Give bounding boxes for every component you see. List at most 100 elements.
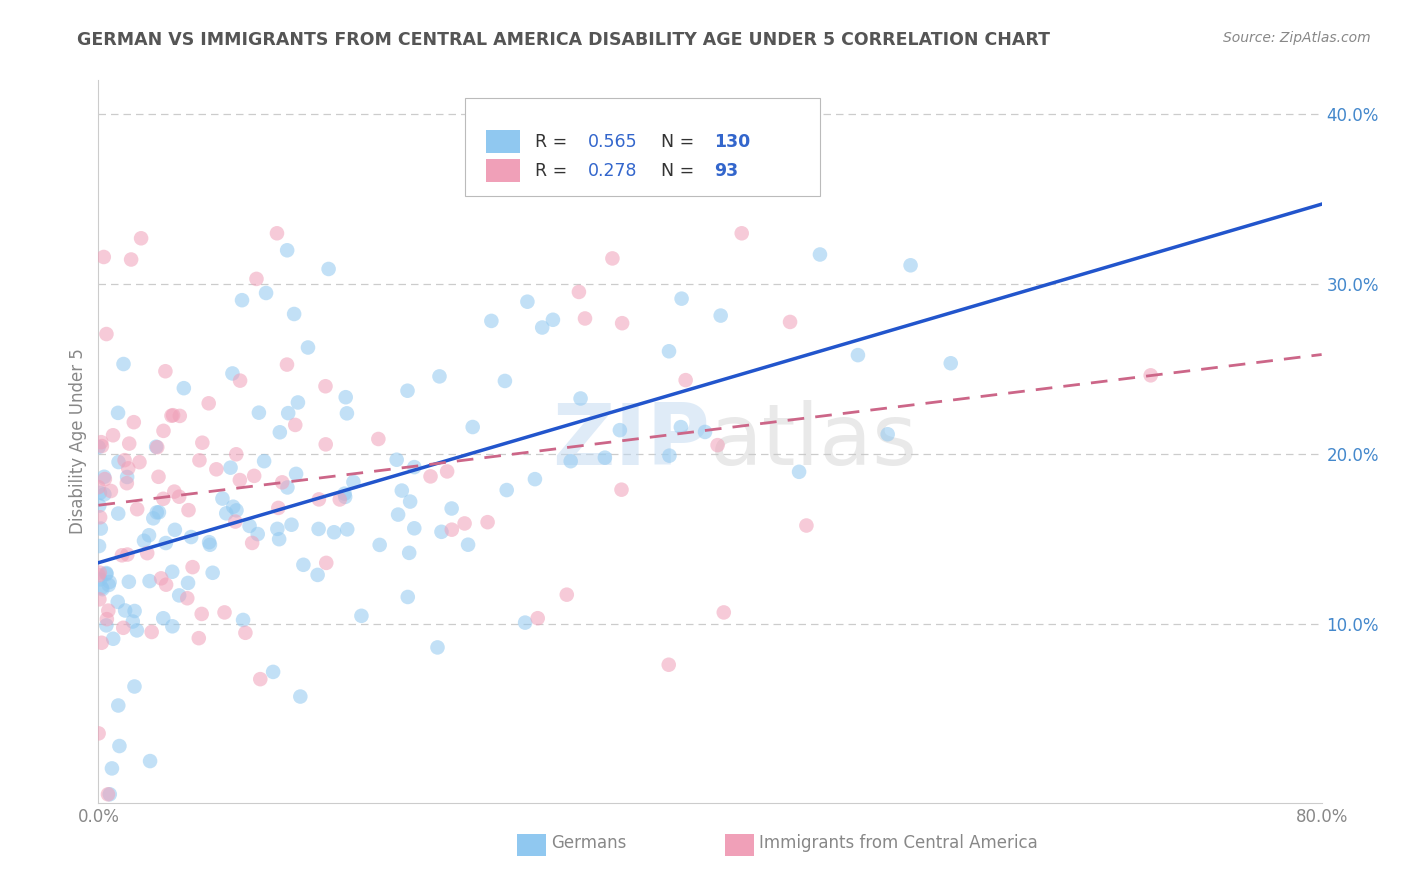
Point (269, 425, 291, 440)
Point (97, 604, 120, 618)
Point (246, 527, 269, 541)
Point (314, 379, 336, 393)
Point (163, 484, 186, 499)
Point (155, 577, 177, 591)
Point (101, 428, 124, 442)
Point (323, 525, 346, 540)
Point (713, 606, 735, 620)
Point (87, 480, 110, 494)
Point (162, 408, 184, 422)
Point (307, 568, 329, 582)
Point (249, 672, 271, 686)
Point (238, 519, 260, 533)
Point (232, 613, 254, 627)
Point (148, 470, 170, 484)
Point (89, 486, 111, 500)
Point (190, 607, 212, 621)
Point (146, 440, 169, 454)
Text: 0.565: 0.565 (588, 133, 637, 151)
Point (114, 453, 136, 467)
Bar (486, 159, 520, 182)
Point (796, 518, 818, 533)
Point (225, 503, 247, 517)
Text: N =: N = (661, 133, 700, 151)
Point (939, 356, 962, 370)
Point (122, 415, 145, 429)
Point (267, 500, 290, 515)
Point (112, 357, 135, 371)
Point (658, 449, 681, 463)
Point (602, 252, 624, 266)
Text: 130: 130 (714, 133, 749, 151)
Point (385, 452, 408, 467)
Point (201, 566, 224, 580)
Text: R =: R = (536, 161, 572, 179)
Point (187, 631, 209, 645)
Point (169, 409, 191, 423)
Point (243, 468, 266, 483)
Text: R =: R = (536, 133, 572, 151)
Text: GERMAN VS IMMIGRANTS FROM CENTRAL AMERICA DISABILITY AGE UNDER 5 CORRELATION CHA: GERMAN VS IMMIGRANTS FROM CENTRAL AMERIC… (77, 31, 1050, 49)
Point (669, 420, 692, 434)
Point (107, 595, 129, 609)
Point (98, 574, 121, 589)
Point (457, 538, 479, 552)
Point (181, 560, 204, 574)
Point (336, 406, 359, 420)
Point (177, 503, 200, 517)
Point (526, 611, 548, 625)
Point (292, 558, 315, 572)
Point (560, 454, 582, 468)
Point (269, 532, 291, 546)
Point (461, 420, 484, 434)
Point (96, 326, 118, 341)
Point (658, 344, 681, 359)
Point (129, 231, 152, 245)
Point (404, 460, 426, 475)
Point (150, 571, 173, 585)
FancyBboxPatch shape (465, 98, 820, 196)
Point (93, 469, 115, 483)
Point (219, 460, 242, 475)
Point (107, 406, 129, 420)
Point (610, 483, 633, 497)
Point (180, 530, 202, 544)
Point (132, 533, 155, 548)
Point (198, 538, 221, 552)
Point (162, 619, 184, 633)
Point (387, 508, 409, 522)
Point (336, 522, 359, 536)
Point (254, 285, 277, 300)
Point (315, 437, 337, 451)
Point (205, 462, 228, 476)
Point (350, 608, 373, 623)
Point (779, 315, 801, 329)
Point (160, 409, 183, 423)
Point (90, 439, 112, 453)
Point (808, 247, 831, 261)
Point (846, 348, 869, 362)
Point (231, 293, 253, 308)
Point (89, 510, 111, 524)
Point (419, 469, 441, 483)
Point (127, 502, 149, 516)
Text: 93: 93 (714, 161, 738, 179)
Point (367, 432, 389, 446)
Bar (517, 834, 546, 855)
Point (693, 425, 716, 439)
Point (568, 285, 591, 299)
Point (494, 374, 516, 388)
Point (516, 294, 538, 309)
Point (440, 523, 463, 537)
Point (152, 491, 174, 506)
Point (89, 566, 111, 580)
Point (93, 487, 115, 501)
Point (333, 486, 356, 500)
Point (117, 548, 139, 562)
Point (93, 250, 115, 264)
Point (101, 761, 124, 775)
Point (285, 467, 308, 481)
Point (103, 632, 125, 646)
Point (224, 515, 246, 529)
Point (235, 625, 257, 640)
